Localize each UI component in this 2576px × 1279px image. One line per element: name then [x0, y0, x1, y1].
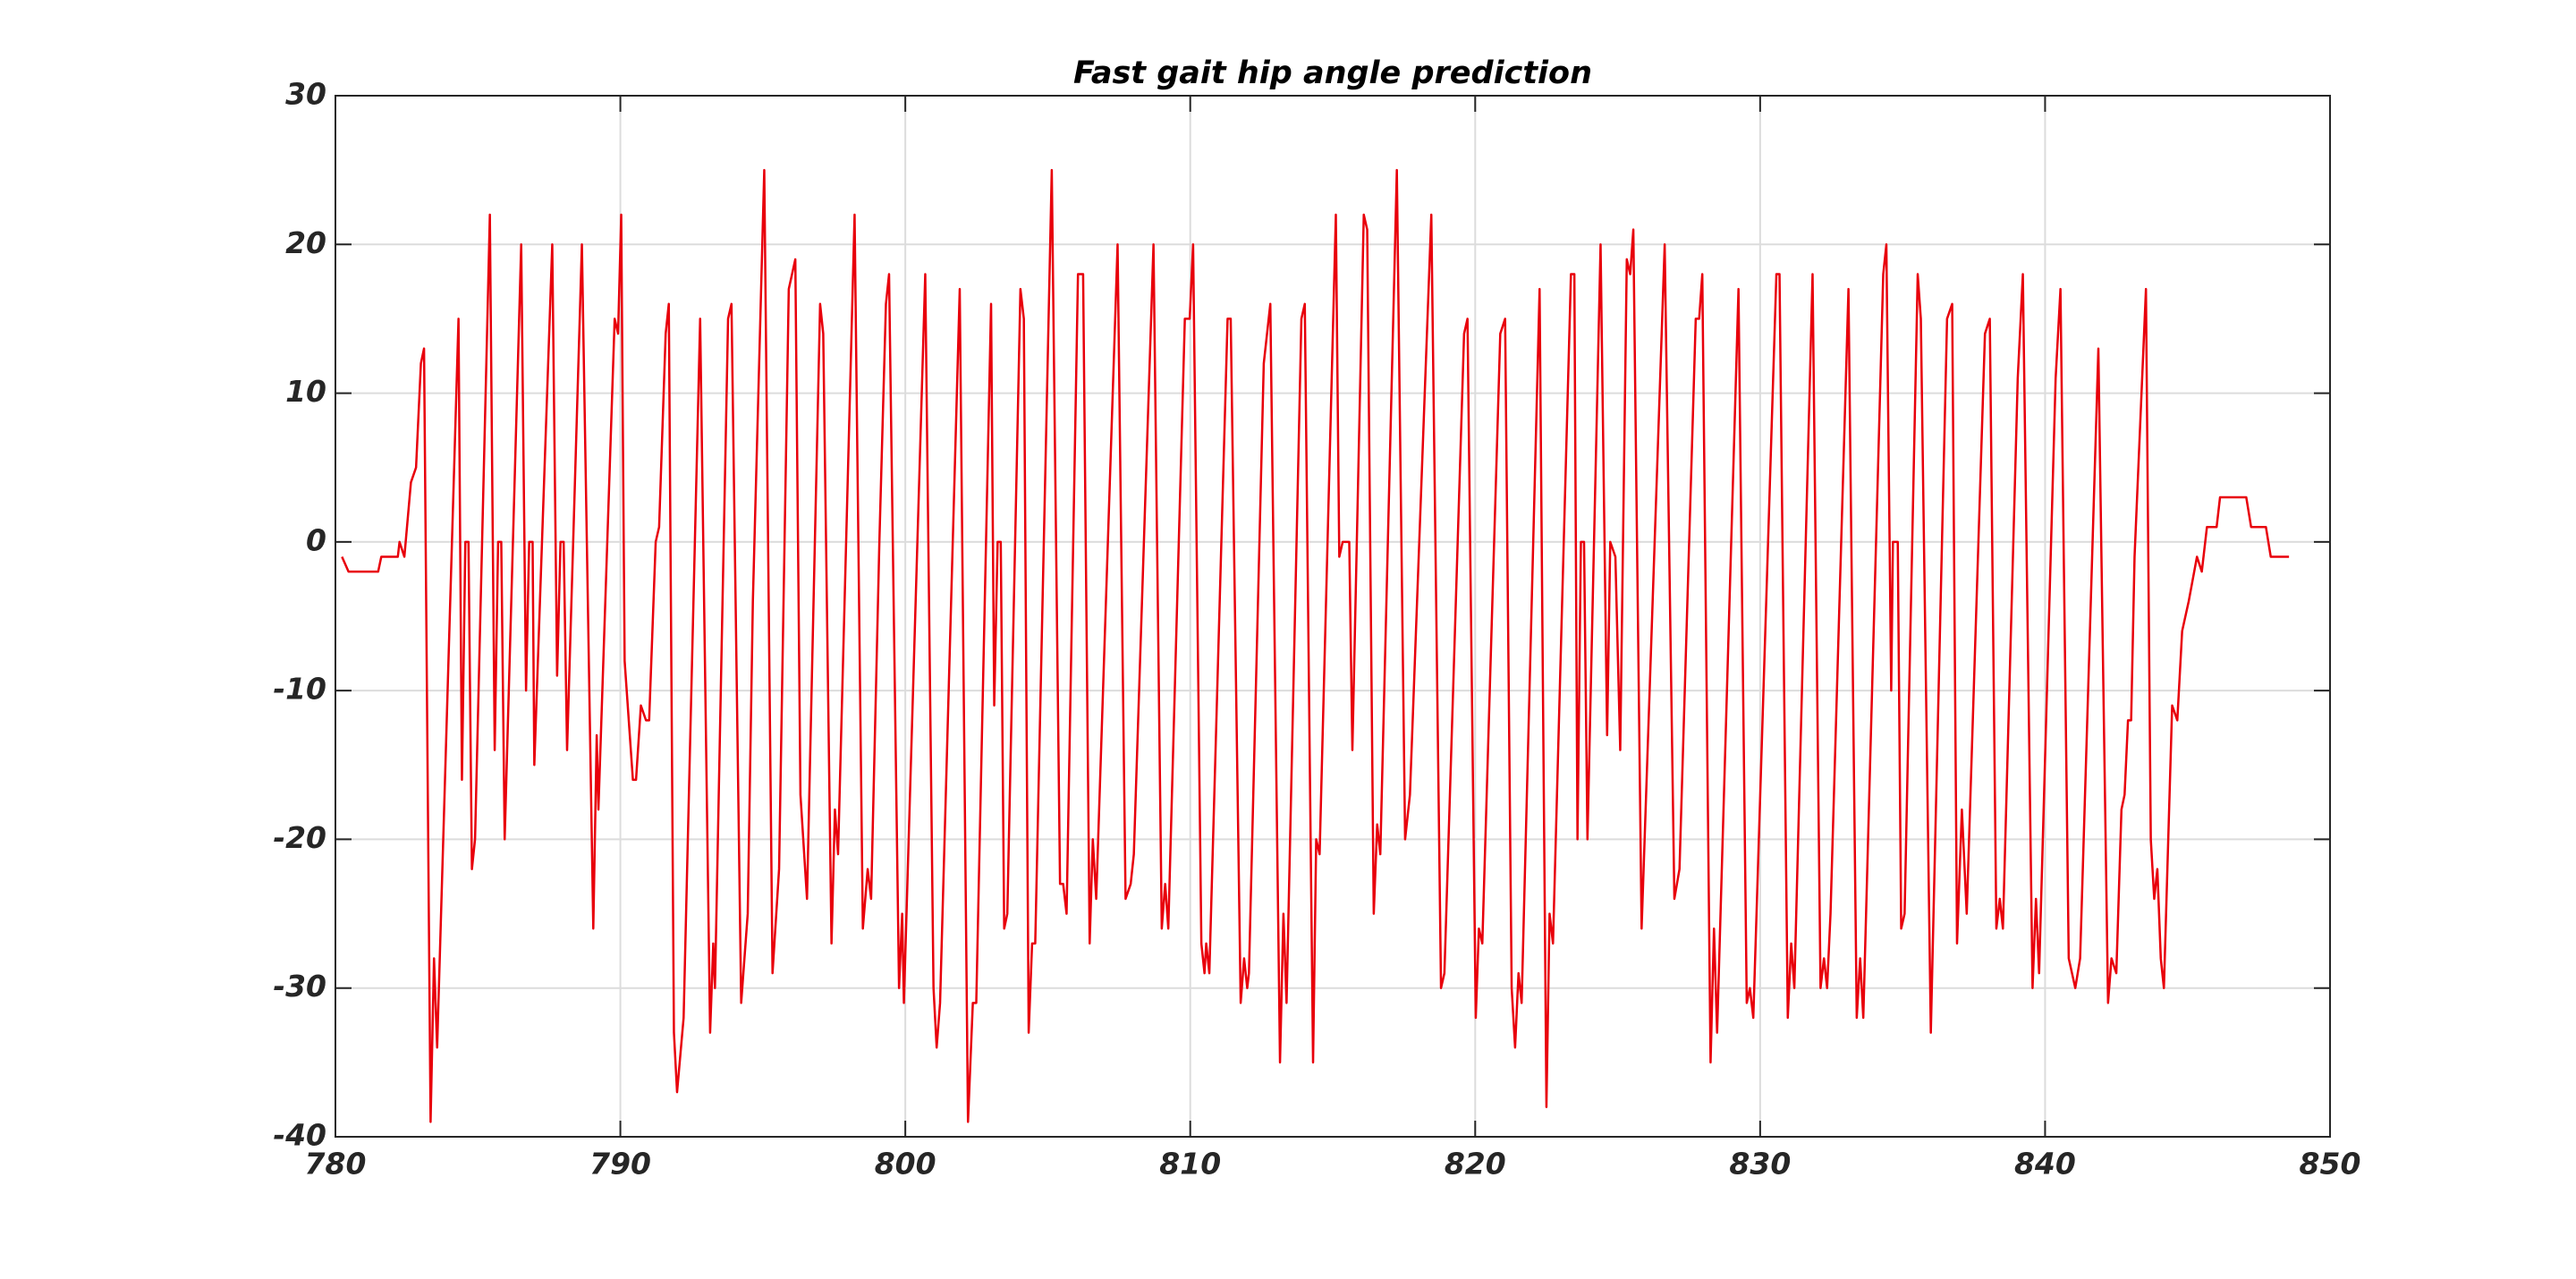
x-tick-label: 850: [2300, 1147, 2361, 1182]
y-tick-label: 30: [285, 77, 326, 112]
x-tick-label: 790: [589, 1147, 651, 1182]
y-tick-label: 20: [285, 225, 326, 260]
data-line: [341, 168, 2290, 1123]
y-tick-label: -20: [273, 820, 326, 855]
plot-frame: [335, 95, 2331, 1138]
x-tick-label: 840: [2014, 1147, 2076, 1182]
y-tick-label: -30: [273, 969, 326, 1004]
x-tick-label: 810: [1159, 1147, 1221, 1182]
x-tick-label: 800: [875, 1147, 936, 1182]
y-tick-label: -40: [273, 1118, 326, 1153]
x-tick-label: 780: [305, 1147, 367, 1182]
chart-title: Fast gait hip angle prediction: [1073, 55, 1592, 91]
y-tick-label: 0: [306, 522, 326, 557]
y-tick-label: -10: [273, 672, 326, 707]
y-tick-label: 10: [285, 374, 326, 409]
x-tick-label: 820: [1445, 1147, 1506, 1182]
x-tick-label: 830: [1729, 1147, 1791, 1182]
